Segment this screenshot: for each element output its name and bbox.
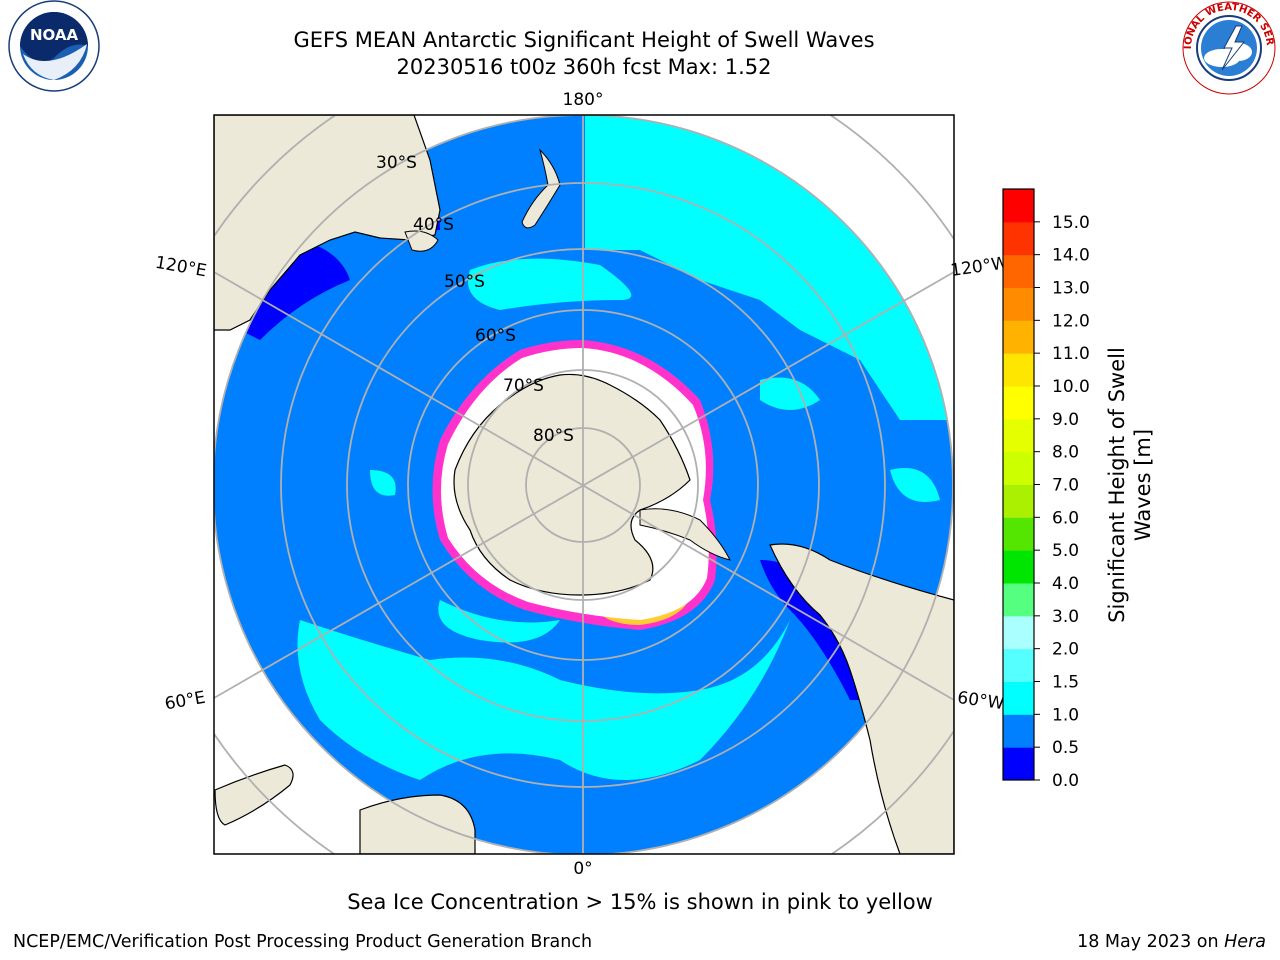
lat-circle-30 — [214, 115, 954, 854]
host-name: Hera — [1224, 932, 1266, 952]
colorbar-tick-label: 11.0 — [1052, 344, 1090, 364]
colorbar-tick-label: 13.0 — [1052, 279, 1090, 299]
colorbar-label-line2: Waves [m] — [1131, 429, 1155, 541]
colorbar-tick-label: 6.0 — [1052, 508, 1079, 528]
colorbar-segment — [1003, 320, 1034, 354]
colorbar-segment — [1003, 681, 1034, 715]
swell-region-low-chile — [760, 560, 870, 700]
colorbar-segment — [1003, 583, 1034, 617]
land-south-america — [769, 543, 954, 854]
colorbar-tick-label: 12.0 — [1052, 311, 1090, 331]
map-frame — [213, 114, 955, 855]
nws-logo: NATIONAL WEATHER SERVICE — [1178, 0, 1276, 95]
swell-region-indian — [438, 600, 560, 643]
colorbar-tick-label: 9.0 — [1052, 410, 1079, 430]
lat-label-80: 80°S — [533, 426, 574, 446]
lat-label-70: 70°S — [503, 376, 544, 396]
colorbar-tick-label: 3.0 — [1052, 607, 1079, 627]
colorbar-segment — [1003, 714, 1034, 748]
colorbar-segment — [1003, 254, 1034, 288]
lon-label-120e: 120°E — [154, 253, 208, 282]
colorbar-segment — [1003, 287, 1034, 321]
lon-label-60e: 60°E — [163, 688, 207, 715]
lon-label-60w: 60°W — [956, 688, 1005, 714]
colorbar-segment — [1003, 648, 1034, 682]
lat-label-50: 50°S — [444, 272, 485, 292]
colorbar-tick-label: 2.0 — [1052, 640, 1079, 660]
land-madagascar — [214, 764, 294, 826]
colorbar-segment — [1003, 484, 1034, 518]
colorbar-tick-label: 15.0 — [1052, 213, 1090, 233]
chart-title: GEFS MEAN Antarctic Significant Height o… — [293, 28, 875, 52]
swell-region-low-australia — [240, 240, 350, 340]
colorbar-segment — [1003, 189, 1034, 223]
colorbar: 0.0 0.5 1.0 1.5 2.0 3.0 4.0 5.0 6.0 7.0 8.0 9.0 10.0… — [1002, 188, 1090, 791]
colorbar-segment — [1003, 221, 1034, 256]
lon-label-0: 0° — [573, 859, 592, 879]
swell-region-small-3 — [890, 468, 940, 502]
lat-label-30: 30°S — [376, 153, 417, 173]
land-antarctic-peninsula — [639, 508, 731, 561]
land-new-zealand — [521, 148, 561, 229]
colorbar-tick-label: 14.0 — [1052, 246, 1090, 266]
noaa-logo: NOAA — [8, 0, 100, 92]
land-africa — [359, 794, 476, 854]
colorbar-tick-label: 1.0 — [1052, 705, 1079, 725]
colorbar-segment — [1003, 418, 1034, 453]
noaa-logo-text: NOAA — [30, 26, 79, 44]
lon-label-120w: 120°W — [949, 253, 1009, 281]
colorbar-segment — [1003, 615, 1034, 650]
colorbar-tick-label: 7.0 — [1052, 476, 1079, 496]
swell-region-south-pacific — [468, 258, 632, 310]
sea-ice-caption: Sea Ice Concentration > 15% is shown in … — [347, 890, 933, 914]
colorbar-tick-label: 0.0 — [1052, 771, 1079, 791]
swell-region-small-1 — [370, 470, 396, 496]
colorbar-label-line1: Significant Height of Swell — [1105, 347, 1129, 623]
generation-date-text: 18 May 2023 on — [1077, 932, 1225, 952]
colorbar-tick-label: 1.5 — [1052, 673, 1079, 693]
generation-date: 18 May 2023 on Hera — [1077, 932, 1266, 952]
colorbar-tick-label: 0.5 — [1052, 738, 1079, 758]
colorbar-segment — [1003, 747, 1034, 781]
colorbar-tick-label: 4.0 — [1052, 574, 1079, 594]
colorbar-segment — [1003, 353, 1034, 387]
producer-credit: NCEP/EMC/Verification Post Processing Pr… — [13, 932, 593, 952]
colorbar-segment — [1003, 386, 1034, 420]
colorbar-tick-label: 8.0 — [1052, 443, 1079, 463]
chart-subtitle: 20230516 t00z 360h fcst Max: 1.52 — [396, 55, 772, 79]
colorbar-tick-label: 5.0 — [1052, 541, 1079, 561]
colorbar-segment — [1003, 550, 1034, 584]
swell-region-small-2 — [760, 377, 820, 410]
graticule — [214, 115, 954, 854]
colorbar-segment — [1003, 451, 1034, 485]
lat-label-60: 60°S — [475, 326, 516, 346]
meridian-60e-120w — [214, 271, 954, 699]
lat-label-40: 40°S — [413, 215, 454, 235]
colorbar-segment — [1003, 517, 1034, 551]
colorbar-tick-label: 10.0 — [1052, 377, 1090, 397]
lon-label-180: 180° — [563, 90, 604, 110]
